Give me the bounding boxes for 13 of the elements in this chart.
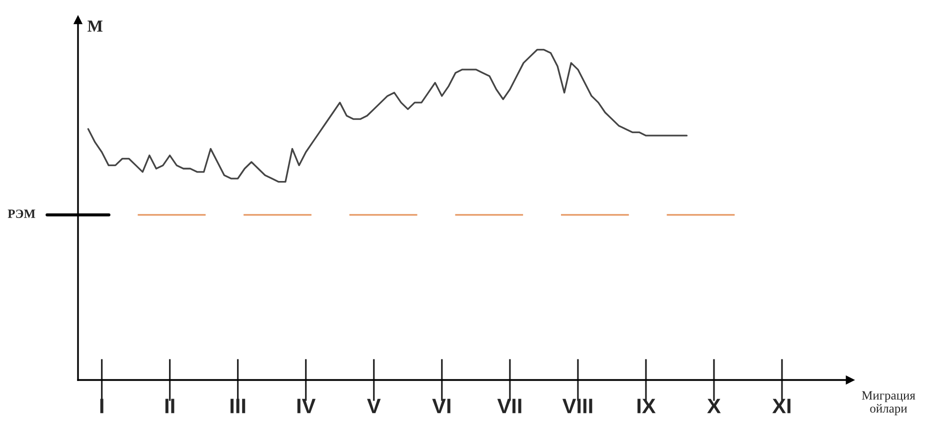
x-tick-label: XI [772,398,790,414]
y-axis-title: M [88,20,103,32]
ref-line-label: РЭМ [8,210,36,218]
x-tick-label: III [230,398,246,414]
x-tick-label: V [367,398,381,414]
x-tick-label: VIII [562,398,592,414]
x-tick-label: X [707,398,721,414]
x-tick-label: IX [638,398,656,414]
x-tick-label: VII [497,398,522,414]
x-tick-label: VI [432,398,450,414]
text: Миграция ойлари [862,391,916,416]
x-tick-label: IV [297,398,316,414]
x-tick-label: II [165,398,174,414]
